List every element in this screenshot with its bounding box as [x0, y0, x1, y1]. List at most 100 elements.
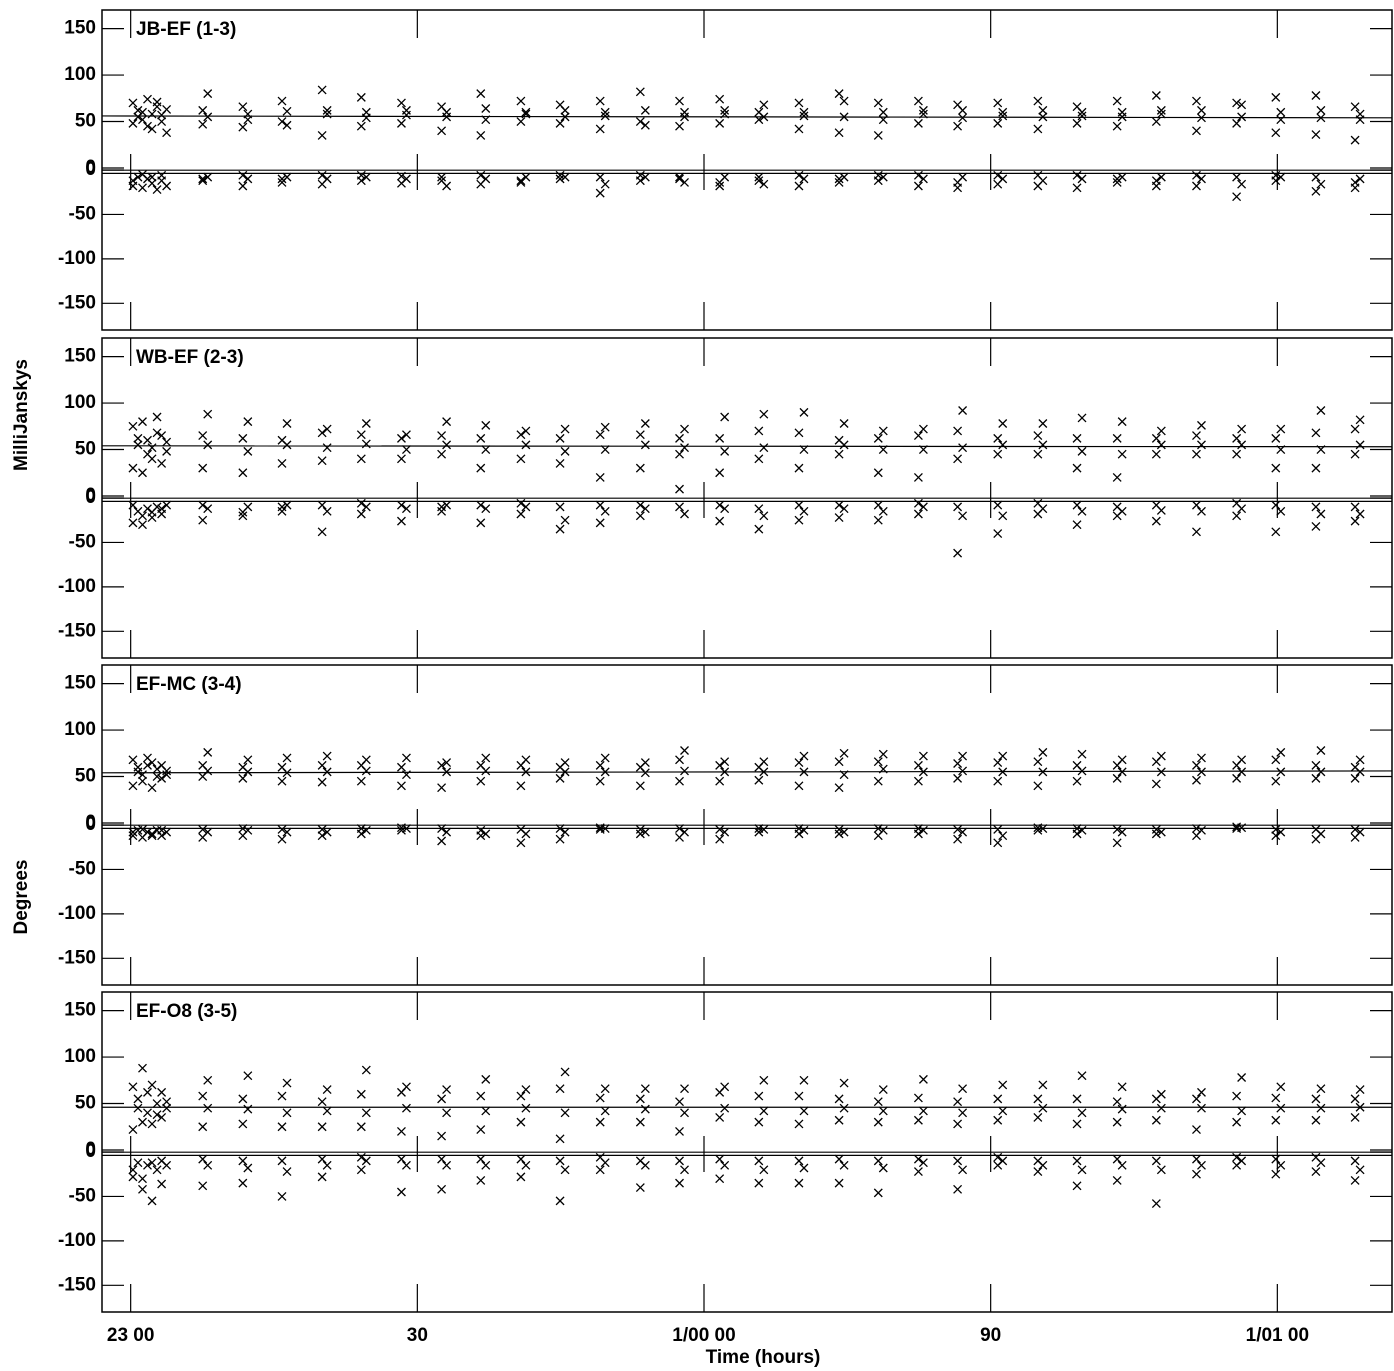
- amplitude-point: [356, 430, 366, 440]
- amplitude-point: [794, 758, 804, 768]
- phase-point: [162, 500, 172, 510]
- amplitude-point: [138, 776, 147, 786]
- phase-point: [635, 1156, 645, 1166]
- amplitude-point: [1192, 775, 1201, 785]
- amplitude-point: [993, 118, 1003, 128]
- amplitude-point: [1077, 111, 1087, 121]
- amplitude-point: [600, 445, 610, 454]
- amplitude-point: [873, 757, 883, 767]
- amplitude-point: [1311, 91, 1321, 100]
- amplitude-point: [1276, 107, 1286, 117]
- amplitude-point: [715, 1113, 725, 1122]
- amplitude-point: [555, 459, 565, 468]
- phase-point: [913, 1167, 923, 1177]
- amplitude-point: [635, 463, 645, 473]
- y-axis-label: MilliJanskys: [11, 359, 32, 471]
- amplitude-point: [1156, 751, 1166, 761]
- amplitude-point: [1232, 1091, 1242, 1101]
- amplitude-point: [133, 1094, 143, 1104]
- phase-point: [1072, 170, 1082, 180]
- phase-point: [555, 1156, 565, 1166]
- amplitude-point: [913, 776, 923, 786]
- amplitude-point: [1237, 112, 1247, 122]
- amplitude-point: [243, 755, 253, 765]
- amplitude-point: [476, 463, 486, 473]
- phase-point: [516, 498, 526, 508]
- amplitude-point: [754, 115, 764, 125]
- phase-point: [1072, 1156, 1082, 1166]
- amplitude-point: [322, 751, 332, 761]
- phase-point: [1350, 177, 1360, 187]
- phase-point: [635, 170, 645, 180]
- amplitude-point: [680, 766, 689, 776]
- amplitude-point: [361, 1108, 371, 1118]
- phase-point: [238, 507, 248, 517]
- amplitude-point: [958, 766, 968, 776]
- phase-point: [138, 1174, 147, 1184]
- amplitude-point: [437, 126, 447, 136]
- amplitude-point: [640, 1084, 650, 1094]
- phase-point: [794, 824, 804, 834]
- amplitude-point: [521, 1085, 531, 1095]
- phase-point: [317, 527, 327, 537]
- phase-point: [128, 1165, 138, 1175]
- amplitude-point: [794, 781, 804, 791]
- amplitude-point: [442, 107, 452, 117]
- phase-point: [1072, 500, 1082, 510]
- phase-point: [133, 1158, 143, 1168]
- amplitude-point: [794, 428, 804, 438]
- phase-point: [322, 174, 332, 184]
- amplitude-point: [675, 121, 684, 131]
- phase-point: [595, 500, 605, 510]
- phase-point: [396, 171, 406, 181]
- amplitude-point: [1033, 449, 1043, 459]
- phase-point: [834, 1154, 844, 1164]
- amplitude-point: [715, 760, 725, 770]
- amplitude-point: [1271, 1115, 1281, 1125]
- amplitude-point: [600, 111, 610, 121]
- amplitude-point: [1077, 1071, 1087, 1081]
- amplitude-point: [322, 109, 332, 119]
- amplitude-point: [1271, 433, 1281, 443]
- phase-point: [1112, 824, 1122, 834]
- amplitude-point: [282, 1078, 292, 1088]
- amplitude-point: [834, 1115, 844, 1125]
- amplitude-point: [1271, 128, 1281, 138]
- phase-point: [1112, 174, 1122, 184]
- amplitude-point: [396, 433, 406, 443]
- amplitude-point: [1276, 115, 1286, 125]
- phase-point: [128, 518, 138, 528]
- amplitude-point: [1117, 449, 1127, 459]
- amplitude-point: [873, 1097, 883, 1107]
- phase-point: [873, 170, 883, 180]
- amplitude-point: [162, 1103, 172, 1113]
- amplitude-point: [442, 440, 452, 450]
- amplitude-point: [1311, 130, 1321, 140]
- phase-point: [754, 1178, 764, 1188]
- amplitude-point: [600, 422, 610, 432]
- amplitude-point: [560, 105, 570, 115]
- phase-point: [953, 548, 963, 558]
- amplitude-point: [128, 781, 138, 791]
- amplitude-point: [1232, 98, 1242, 108]
- phase-point: [1033, 825, 1043, 835]
- phase-point: [878, 1163, 888, 1173]
- phase-point: [754, 172, 764, 182]
- phase-point: [998, 511, 1008, 521]
- amplitude-point: [203, 440, 213, 450]
- phase-point: [754, 504, 764, 514]
- amplitude-point: [759, 443, 769, 453]
- phase-point: [437, 824, 447, 834]
- phase-point: [834, 500, 844, 510]
- amplitude-point: [794, 98, 804, 108]
- phase-point: [595, 518, 605, 528]
- phase-point: [1117, 1160, 1127, 1170]
- phase-point: [1355, 1165, 1365, 1175]
- amplitude-point: [1311, 428, 1321, 438]
- phase-point: [913, 1154, 923, 1164]
- amplitude-point: [675, 755, 684, 765]
- x-tick-label: 23 00: [107, 1325, 155, 1346]
- amplitude-point: [277, 117, 287, 126]
- amplitude-point: [198, 1122, 208, 1132]
- phase-point: [396, 825, 406, 835]
